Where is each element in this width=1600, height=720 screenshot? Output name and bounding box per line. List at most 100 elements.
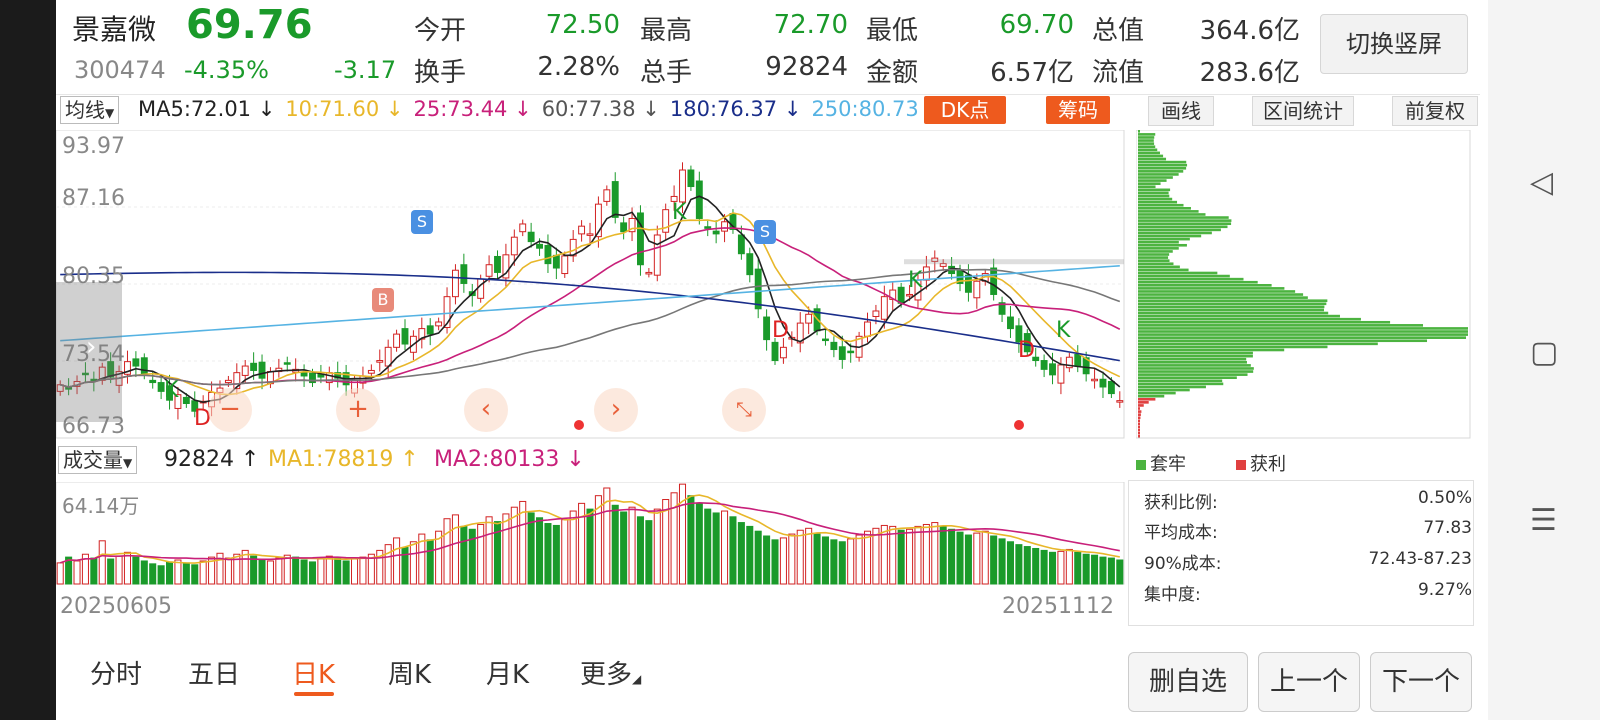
chip-bar bbox=[1138, 434, 1140, 438]
chip-bar bbox=[1138, 351, 1253, 355]
chip-bar bbox=[1138, 142, 1155, 145]
volume-selector-label: 成交量 bbox=[63, 448, 123, 472]
candle-body bbox=[653, 234, 661, 276]
chip-bar bbox=[1138, 394, 1165, 398]
volume-bar bbox=[241, 549, 249, 585]
candle-body bbox=[922, 266, 930, 281]
candle-body bbox=[443, 296, 451, 329]
scroll-right-icon[interactable]: › bbox=[594, 388, 638, 432]
volume-bar bbox=[367, 553, 375, 585]
volume-bar bbox=[763, 535, 771, 585]
candle-body bbox=[990, 267, 998, 295]
next-button[interactable]: 下一个 bbox=[1370, 652, 1472, 712]
switch-portrait-button[interactable]: 切换竖屏 bbox=[1320, 14, 1468, 74]
scroll-left-icon[interactable]: ‹ bbox=[464, 388, 508, 432]
chip-bar bbox=[1138, 428, 1140, 432]
chip-bar bbox=[1138, 271, 1218, 275]
volume-bar bbox=[65, 556, 73, 585]
range-stats-button[interactable]: 区间统计 bbox=[1252, 96, 1354, 126]
avg-cost-row: 平均成本: 77.83 bbox=[1144, 518, 1472, 543]
total-hands-label: 总手 bbox=[640, 58, 693, 88]
draw-line-button[interactable]: 画线 bbox=[1148, 96, 1214, 126]
volume-bar bbox=[964, 534, 972, 585]
candle-body bbox=[779, 346, 787, 359]
chip-bar bbox=[1138, 133, 1156, 136]
candle-body bbox=[1099, 378, 1107, 388]
volume-bar bbox=[90, 557, 98, 585]
volume-bar bbox=[502, 513, 510, 585]
ma-selector[interactable]: 均线▼ bbox=[60, 96, 120, 124]
chip-bar bbox=[1138, 397, 1156, 401]
chip-bar bbox=[1138, 243, 1187, 247]
home-nav-icon[interactable]: ▢ bbox=[1530, 335, 1559, 370]
volume-bar bbox=[990, 535, 998, 585]
volume-bar bbox=[1074, 551, 1082, 585]
remove-watchlist-button[interactable]: 删自选 bbox=[1128, 652, 1248, 712]
volume-bar bbox=[1116, 559, 1124, 585]
tab-intraday[interactable]: 分时 bbox=[90, 660, 143, 690]
dk-point-tag[interactable]: DK点 bbox=[924, 96, 1006, 124]
volume-bar bbox=[493, 521, 502, 585]
menu-nav-icon[interactable]: ☰ bbox=[1530, 503, 1557, 538]
volume-bar bbox=[317, 558, 325, 585]
chip-bar bbox=[1138, 308, 1324, 312]
volume-bar bbox=[325, 555, 333, 585]
volume-bar bbox=[569, 510, 577, 585]
concentration-row: 集中度: 9.27% bbox=[1144, 580, 1472, 605]
tab-more[interactable]: 更多◢ bbox=[580, 654, 641, 691]
tab-monthly-k[interactable]: 月K bbox=[486, 660, 530, 690]
volume-bar bbox=[594, 495, 602, 585]
chip-legend: 套牢 获利 bbox=[1136, 450, 1286, 476]
candle-body bbox=[527, 231, 535, 243]
collapse-icon[interactable]: ⤡ bbox=[722, 388, 766, 432]
candle-body bbox=[897, 286, 905, 304]
chip-bar bbox=[1138, 348, 1285, 352]
candle-body bbox=[586, 233, 594, 236]
volume-bar bbox=[342, 560, 350, 585]
ma-value-4: 180:76.37 ↓ bbox=[669, 97, 802, 121]
chip-bar bbox=[1138, 210, 1199, 213]
event-dot[interactable] bbox=[1014, 420, 1024, 430]
volume-chart[interactable] bbox=[56, 482, 1126, 586]
volume-selector[interactable]: 成交量▼ bbox=[58, 446, 138, 474]
volume-bar bbox=[611, 504, 619, 585]
candlestick-chart[interactable] bbox=[56, 130, 1126, 440]
previous-button[interactable]: 上一个 bbox=[1258, 652, 1360, 712]
tab-weekly-k[interactable]: 周K bbox=[388, 660, 432, 690]
low-value: 69.70 bbox=[999, 10, 1074, 40]
candle-body bbox=[384, 346, 392, 367]
volume-bar bbox=[510, 506, 518, 585]
buy-marker[interactable]: B bbox=[372, 288, 394, 312]
candle-body bbox=[519, 223, 527, 233]
sell-marker[interactable]: S bbox=[754, 220, 776, 244]
zoom-out-icon[interactable]: − bbox=[208, 388, 252, 432]
k-marker: K bbox=[672, 200, 687, 225]
navigation-strip bbox=[1488, 0, 1600, 720]
chip-bar bbox=[1138, 130, 1140, 133]
tab-five-day[interactable]: 五日 bbox=[188, 660, 241, 690]
start-date: 20250605 bbox=[60, 594, 172, 619]
high-label: 最高 bbox=[640, 16, 693, 46]
candle-body bbox=[796, 322, 804, 344]
sell-marker[interactable]: S bbox=[411, 210, 433, 234]
side-handle[interactable]: › bbox=[56, 282, 122, 422]
chip-bar bbox=[1138, 200, 1178, 204]
chevron-down-icon: ▼ bbox=[105, 106, 115, 120]
chip-tag[interactable]: 筹码 bbox=[1046, 96, 1110, 124]
corner-arrow-icon: ◢ bbox=[632, 672, 642, 686]
volume-bar bbox=[73, 560, 81, 585]
volume-bar bbox=[628, 506, 636, 585]
chip-bar bbox=[1138, 345, 1328, 349]
chip-bar bbox=[1138, 170, 1184, 173]
volume-bar bbox=[393, 537, 401, 585]
chip-bar bbox=[1138, 425, 1140, 429]
back-nav-icon[interactable]: ◁ bbox=[1530, 165, 1554, 200]
event-dot[interactable] bbox=[574, 420, 584, 430]
tab-daily-k[interactable]: 日K bbox=[292, 660, 336, 690]
zoom-in-icon[interactable]: + bbox=[336, 388, 380, 432]
volume-bar bbox=[779, 537, 787, 585]
volume-bar bbox=[409, 541, 417, 585]
candle-body bbox=[973, 280, 981, 299]
volume-bar bbox=[451, 514, 459, 585]
forward-adjust-button[interactable]: 前复权 bbox=[1392, 96, 1478, 126]
